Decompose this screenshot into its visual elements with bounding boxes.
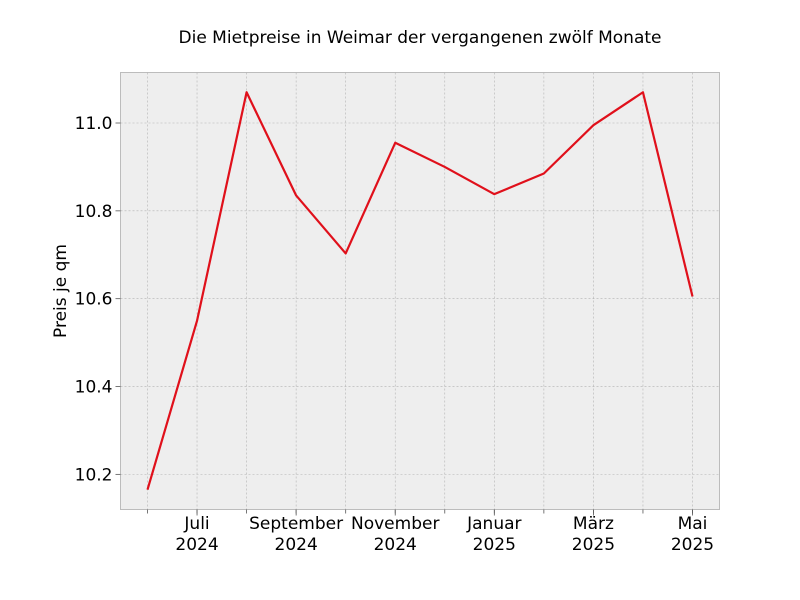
x-tick-year-label: 2025	[572, 535, 615, 555]
x-tick-label: Juli	[183, 514, 209, 534]
y-tick-label: 10.2	[75, 465, 113, 485]
x-tick-year-label: 2024	[275, 535, 318, 555]
y-tick-label: 10.8	[75, 202, 113, 222]
x-tick-label: November	[351, 514, 439, 534]
y-axis-label: Preis je qm	[51, 244, 71, 338]
y-tick-label: 11.0	[75, 114, 113, 134]
x-tick-label: September	[249, 514, 343, 534]
x-tick-label: März	[573, 514, 614, 534]
chart-title: Die Mietpreise in Weimar der vergangenen…	[179, 28, 662, 48]
plot-area	[120, 72, 720, 510]
series-line	[146, 91, 694, 491]
x-tick-label: Januar	[466, 514, 521, 534]
grid	[120, 72, 720, 510]
x-tick-label: Mai	[678, 514, 708, 534]
y-axis: 10.2 10.4 10.6 10.8 11.0	[75, 114, 121, 485]
x-axis: Juli2024September2024November2024Januar2…	[147, 509, 714, 555]
x-tick-year-label: 2024	[374, 535, 417, 555]
x-tick-year-label: 2025	[473, 535, 516, 555]
y-tick-label: 10.6	[75, 290, 113, 310]
x-tick-year-label: 2024	[175, 535, 218, 555]
x-tick-year-label: 2025	[671, 535, 714, 555]
y-tick-label: 10.4	[75, 378, 113, 398]
series-group	[146, 91, 694, 491]
